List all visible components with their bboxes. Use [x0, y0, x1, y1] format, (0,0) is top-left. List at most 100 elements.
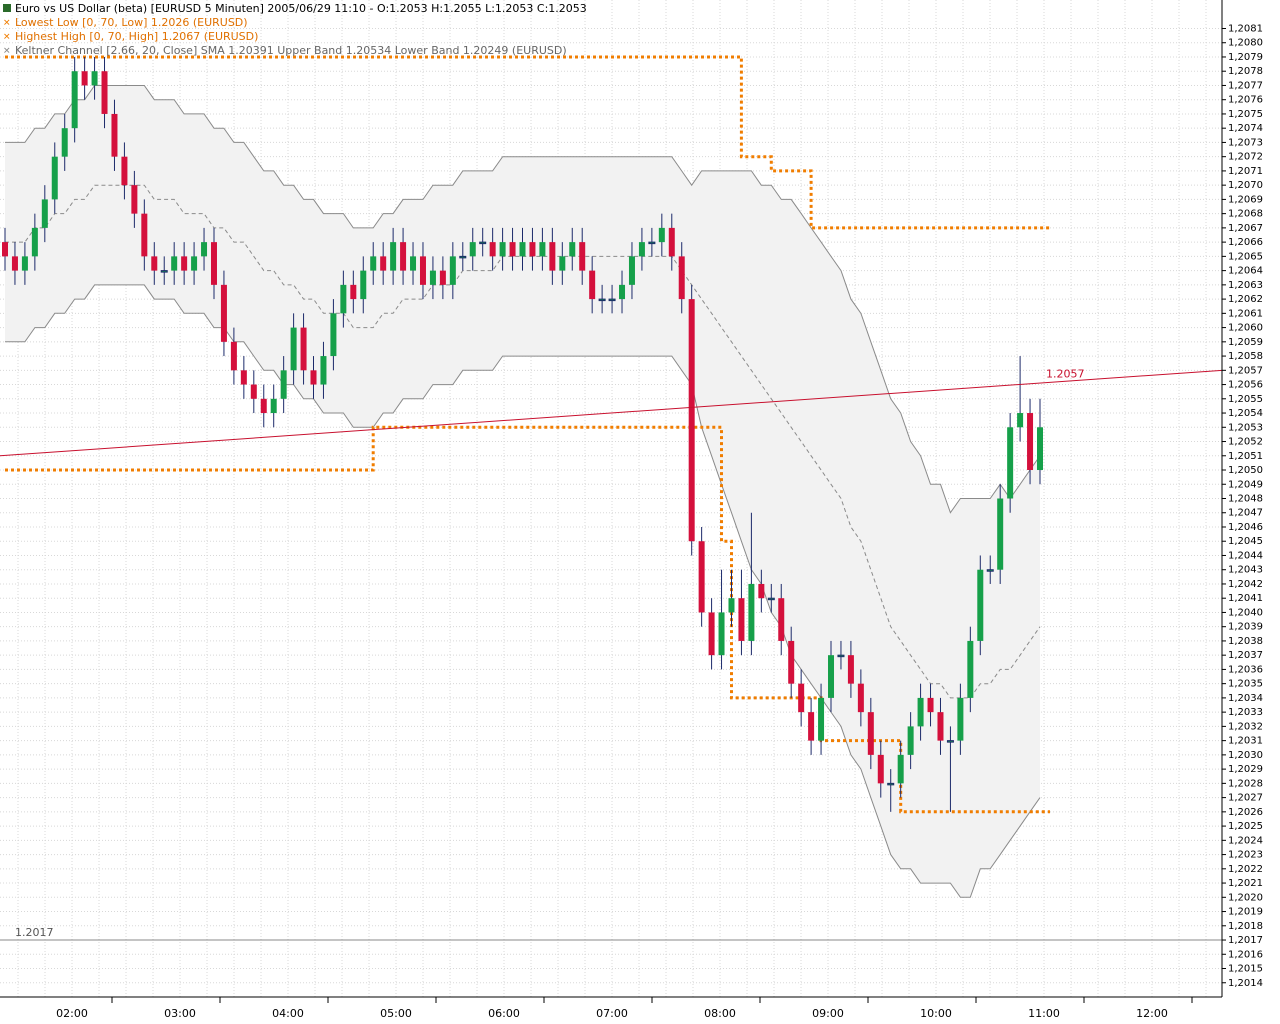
legend-entry: Highest High [0, 70, High] 1.2067 (EURUS… [15, 30, 258, 43]
candle-body [728, 598, 735, 613]
candle-body [1027, 413, 1034, 471]
y-tick-label: 1,2027 [1228, 793, 1263, 804]
y-tick-label: 1,2036 [1228, 664, 1263, 675]
y-tick-label: 1,2077 [1228, 80, 1263, 91]
candle-body [738, 598, 745, 641]
y-tick-label: 1,2076 [1228, 95, 1263, 106]
candle-body [171, 256, 178, 271]
candle-body [390, 242, 397, 271]
y-tick-label: 1,2033 [1228, 707, 1263, 718]
candle-body [400, 242, 407, 271]
candle-body [71, 71, 78, 129]
keltner-upper [5, 85, 1041, 514]
y-tick-label: 1,2029 [1228, 764, 1263, 775]
y-tick-label: 1,2078 [1228, 66, 1263, 77]
candle-body [350, 284, 357, 300]
candle-body [320, 356, 327, 385]
candle-body [589, 270, 596, 300]
legend-entry: Lowest Low [0, 70, Low] 1.2026 (EURUSD) [15, 16, 248, 29]
y-tick-label: 1,2056 [1228, 380, 1263, 391]
candle-body [808, 712, 815, 741]
candle-body [290, 327, 297, 371]
y-tick-label: 1,2065 [1228, 251, 1263, 262]
x-tick-label: 08:00 [704, 1007, 736, 1020]
candle-body [688, 299, 695, 542]
keltner-lower [5, 284, 1041, 898]
x-tick-label: 05:00 [380, 1007, 412, 1020]
candle-body [887, 782, 895, 786]
y-tick-label: 1,2049 [1228, 479, 1263, 490]
candle-body [788, 640, 795, 684]
y-tick-label: 1,2050 [1228, 465, 1263, 476]
candle-body [61, 128, 68, 157]
candle-body [767, 597, 775, 601]
legend-entry: Keltner Channel [2.66, 20, Close] SMA 1.… [15, 44, 567, 57]
y-tick-label: 1,2014 [1228, 978, 1263, 989]
candle-body [469, 242, 476, 257]
lowest-low [5, 425, 1050, 814]
y-tick-label: 1,2081 [1228, 23, 1263, 34]
candle-body [927, 697, 934, 713]
candle-body [529, 242, 536, 257]
x-tick-label: 04:00 [272, 1007, 304, 1020]
candle-body [986, 569, 994, 572]
candle-body [479, 241, 487, 245]
y-tick-label: 1,2051 [1228, 451, 1263, 462]
candle-body [937, 712, 944, 741]
axes: 1,2014 1,2015 1,2016 1,2017 1,2018 1,2019 1,20… [56, 23, 1263, 1020]
candle-body [857, 683, 864, 713]
y-tick-label: 1,2079 [1228, 52, 1263, 63]
candle-body [230, 341, 237, 371]
candle-body [648, 241, 656, 245]
y-tick-label: 1,2061 [1228, 308, 1263, 319]
y-tick-label: 1,2080 [1228, 38, 1263, 49]
candle-body [270, 398, 277, 414]
x-tick-label: 10:00 [920, 1007, 952, 1020]
y-tick-label: 1,2038 [1228, 636, 1263, 647]
y-tick-label: 1,2020 [1228, 892, 1263, 903]
y-tick-label: 1,2039 [1228, 622, 1263, 633]
candle-body [658, 227, 665, 243]
y-tick-label: 1,2045 [1228, 536, 1263, 547]
candle-body [300, 327, 307, 371]
candle-body [131, 185, 138, 214]
candle-body [121, 156, 128, 186]
y-tick-label: 1,2063 [1228, 280, 1263, 291]
candle-body [997, 498, 1004, 570]
candle-body [429, 270, 436, 285]
candle-body [668, 227, 675, 257]
y-tick-label: 1,2060 [1228, 323, 1263, 334]
candle-body [897, 754, 904, 784]
y-tick-label: 1,2072 [1228, 152, 1263, 163]
candle-body [141, 213, 148, 257]
y-tick-label: 1,2044 [1228, 550, 1263, 561]
candle-body [489, 242, 496, 257]
candle-body [380, 256, 387, 271]
candle-body [569, 242, 576, 257]
y-tick-label: 1,2048 [1228, 494, 1263, 505]
y-tick-label: 1,2028 [1228, 778, 1263, 789]
candle-body [977, 569, 984, 641]
candle-body [509, 242, 516, 257]
plot: 1.2017 1.2057 [0, 55, 1223, 941]
candle-body [91, 71, 98, 86]
y-tick-label: 1,2068 [1228, 209, 1263, 220]
candle-body [310, 370, 317, 385]
y-tick-label: 1,2037 [1228, 650, 1263, 661]
candle-body [718, 612, 725, 656]
y-tick-label: 1,2066 [1228, 237, 1263, 248]
trend-label: 1.2057 [1046, 367, 1085, 380]
y-tick-label: 1,2047 [1228, 508, 1263, 519]
candle-body [1017, 413, 1024, 428]
legend-icon: ✕ [3, 47, 11, 57]
y-tick-label: 1,2026 [1228, 807, 1263, 818]
y-tick-label: 1,2024 [1228, 835, 1263, 846]
candle-body [828, 655, 835, 698]
y-tick-label: 1,2025 [1228, 821, 1263, 832]
candle-body [31, 227, 38, 257]
candle-body [340, 284, 347, 314]
candle-body [370, 256, 377, 271]
candle-body [818, 697, 825, 741]
candle-body [220, 284, 227, 342]
y-tick-label: 1,2017 [1228, 935, 1263, 946]
